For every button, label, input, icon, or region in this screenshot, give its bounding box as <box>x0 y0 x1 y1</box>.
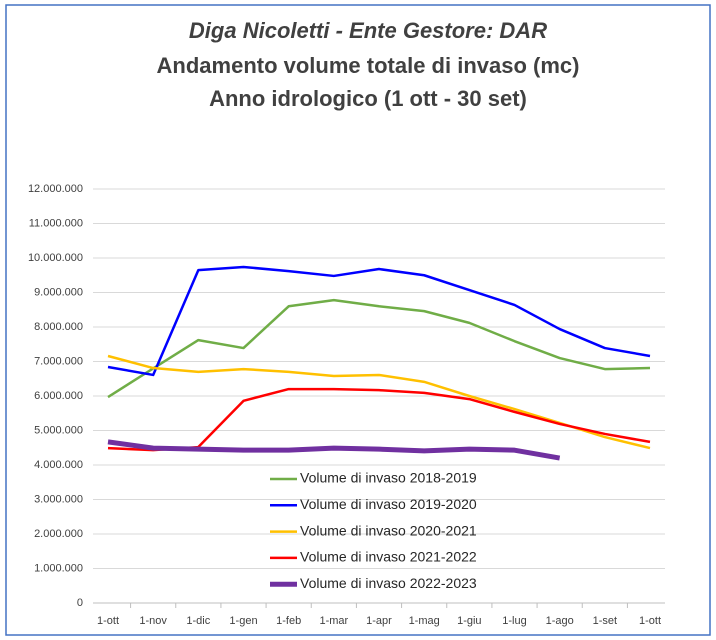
chart-title: Diga Nicoletti - Ente Gestore: DAR <box>189 18 547 43</box>
series-line <box>107 298 651 399</box>
y-tick-label: 3.000.000 <box>34 493 83 505</box>
legend-label: Volume di invaso 2018-2019 <box>300 470 477 486</box>
x-tick-label: 1-ago <box>546 615 574 627</box>
legend-label: Volume di invaso 2020-2021 <box>300 522 477 538</box>
x-tick-label: 1-giu <box>457 615 481 627</box>
y-tick-label: 12.000.000 <box>28 183 83 195</box>
chart-border <box>5 4 711 636</box>
y-tick-label: 8.000.000 <box>34 321 83 333</box>
y-tick-label: 4.000.000 <box>34 459 83 471</box>
y-tick-label: 6.000.000 <box>34 390 83 402</box>
x-tick-label: 1-mar <box>319 615 348 627</box>
x-tick-label: 1-set <box>593 615 617 627</box>
chart-title: Andamento volume totale di invaso (mc) <box>157 53 580 78</box>
legend-label: Volume di invaso 2021-2022 <box>300 549 477 565</box>
legend-label: Volume di invaso 2019-2020 <box>300 496 477 512</box>
x-tick-label: 1-ott <box>97 615 119 627</box>
y-tick-label: 11.000.000 <box>29 217 83 229</box>
y-tick-label: 2.000.000 <box>34 528 83 540</box>
chart-title: Anno idrologico (1 ott - 30 set) <box>209 86 527 111</box>
y-tick-label: 1.000.000 <box>34 562 83 574</box>
x-tick-label: 1-dic <box>186 615 210 627</box>
y-tick-label: 5.000.000 <box>34 424 83 436</box>
y-tick-label: 7.000.000 <box>34 355 83 367</box>
y-tick-label: 10.000.000 <box>28 252 83 264</box>
x-tick-label: 1-nov <box>139 615 167 627</box>
x-tick-label: 1-apr <box>366 615 392 627</box>
series-line <box>107 439 561 461</box>
x-tick-label: 1-ott <box>639 615 661 627</box>
legend-label: Volume di invaso 2022-2023 <box>300 575 477 591</box>
x-tick-label: 1-lug <box>502 615 526 627</box>
x-tick-label: 1-mag <box>409 615 440 627</box>
x-tick-label: 1-feb <box>276 615 301 627</box>
series-line <box>107 265 651 377</box>
y-tick-label: 0 <box>77 597 83 609</box>
x-tick-label: 1-gen <box>229 615 257 627</box>
y-tick-label: 9.000.000 <box>34 286 83 298</box>
